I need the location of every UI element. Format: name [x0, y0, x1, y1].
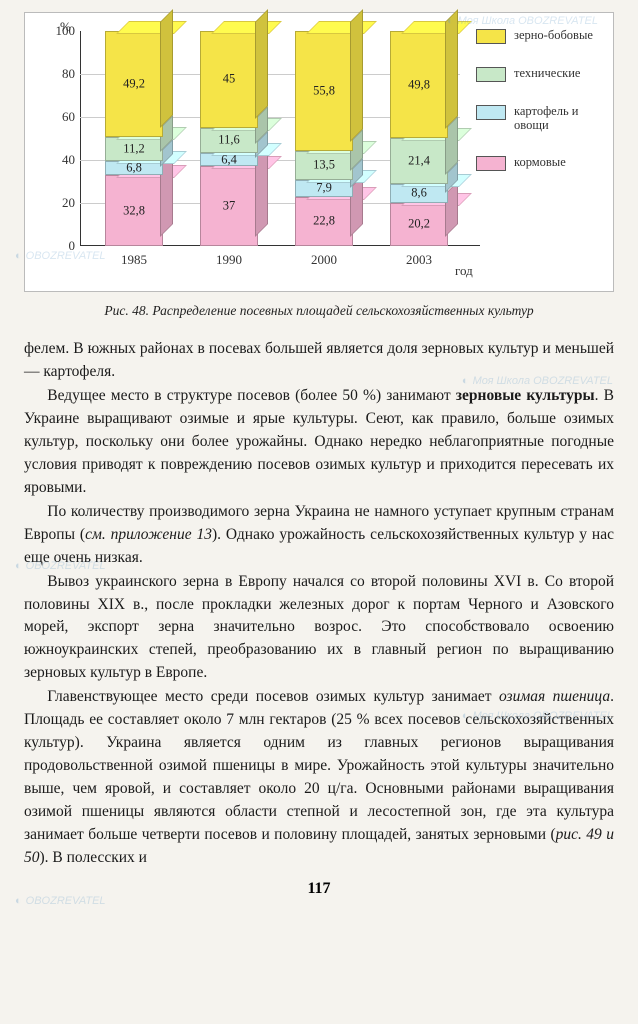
bar-segment-zernobob: 49,2: [105, 31, 163, 137]
x-axis-title: год: [455, 263, 473, 279]
bar-segment-kartofel: 6,4: [200, 153, 258, 167]
x-tick-label: 1990: [200, 252, 258, 268]
bar-segment-kormovye: 37: [200, 166, 258, 246]
legend-label: зерно-бобовые: [514, 28, 593, 42]
y-tick: 60: [47, 109, 75, 125]
bar-value-label: 20,2: [391, 217, 447, 232]
page-number: 117: [24, 880, 614, 898]
paragraph-4: Вывоз украинского зерна в Европу начался…: [24, 571, 614, 686]
x-tick-label: 1985: [105, 252, 163, 268]
legend-swatch: [476, 29, 506, 44]
bar-value-label: 8,6: [391, 186, 447, 201]
bar-value-label: 22,8: [296, 214, 352, 229]
chart-container: % 02040608010032,86,811,249,21985376,411…: [24, 12, 614, 292]
bar-segment-zernobob: 45: [200, 31, 258, 128]
bar-1990: 376,411,6451990: [200, 31, 258, 246]
legend-item-zernobob: зерно-бобовые: [476, 28, 601, 44]
y-tick: 100: [47, 23, 75, 39]
caption-text: Распределение посевных площадей сельскох…: [152, 303, 533, 318]
legend-label: кормовые: [514, 155, 566, 169]
figure-caption: Рис. 48. Распределение посевных площадей…: [64, 302, 574, 320]
bar-value-label: 11,6: [201, 133, 257, 148]
bar-segment-kormovye: 32,8: [105, 175, 163, 246]
bar-2000: 22,87,913,555,82000: [295, 31, 353, 246]
watermark: OBOZREVATEL: [15, 250, 106, 262]
bar-value-label: 11,2: [106, 141, 162, 156]
bar-segment-tehnich: 21,4: [390, 138, 448, 184]
y-tick: 20: [47, 195, 75, 211]
legend-swatch: [476, 105, 506, 120]
watermark: Моя Школа OBOZREVATEL: [447, 15, 598, 27]
watermark: OBOZREVATEL: [15, 895, 106, 907]
bar-1985: 32,86,811,249,21985: [105, 31, 163, 246]
bar-value-label: 6,8: [106, 161, 162, 176]
legend-item-kormovye: кормовые: [476, 155, 601, 171]
watermark: Моя Школа OBOZREVATEL: [462, 710, 613, 722]
bar-value-label: 21,4: [391, 154, 447, 169]
y-tick: 40: [47, 152, 75, 168]
legend-label: картофель и овощи: [514, 104, 601, 133]
bar-value-label: 45: [201, 72, 257, 87]
legend-label: технические: [514, 66, 580, 80]
bar-value-label: 6,4: [201, 152, 257, 167]
bar-segment-zernobob: 55,8: [295, 31, 353, 151]
bar-value-label: 37: [201, 199, 257, 214]
bar-value-label: 7,9: [296, 181, 352, 196]
bar-value-label: 13,5: [296, 158, 352, 173]
watermark: Моя Школа OBOZREVATEL: [462, 375, 613, 387]
legend-item-kartofel: картофель и овощи: [476, 104, 601, 133]
bar-segment-tehnich: 13,5: [295, 151, 353, 180]
bar-value-label: 32,8: [106, 203, 162, 218]
bar-segment-kartofel: 6,8: [105, 161, 163, 176]
bar-segment-kartofel: 8,6: [390, 184, 448, 202]
legend-swatch: [476, 156, 506, 171]
y-tick: 80: [47, 66, 75, 82]
plot-area: 02040608010032,86,811,249,21985376,411,6…: [80, 31, 460, 246]
bar-value-label: 49,2: [106, 76, 162, 91]
legend-item-tehnich: технические: [476, 66, 601, 82]
bar-segment-kormovye: 22,8: [295, 197, 353, 246]
x-tick-label: 2003: [390, 252, 448, 268]
bar-segment-zernobob: 49,8: [390, 31, 448, 138]
x-tick-label: 2000: [295, 252, 353, 268]
legend: зерно-бобовые технические картофель и овощ…: [476, 28, 601, 193]
bar-value-label: 55,8: [296, 84, 352, 99]
paragraph-3: По количеству производимого зерна Украин…: [24, 501, 614, 570]
figure-number: Рис. 48.: [104, 303, 149, 318]
body-text: фелем. В южных районах в посевах большей…: [24, 338, 614, 870]
bar-segment-kormovye: 20,2: [390, 203, 448, 246]
watermark: OBOZREVATEL: [15, 560, 106, 572]
y-axis: [80, 31, 81, 246]
bar-value-label: 49,8: [391, 77, 447, 92]
legend-swatch: [476, 67, 506, 82]
bar-2003: 20,28,621,449,82003: [390, 31, 448, 246]
bar-segment-tehnich: 11,2: [105, 137, 163, 161]
paragraph-2: Ведущее место в структуре посевов (более…: [24, 385, 614, 500]
bar-segment-tehnich: 11,6: [200, 128, 258, 153]
bar-segment-kartofel: 7,9: [295, 180, 353, 197]
